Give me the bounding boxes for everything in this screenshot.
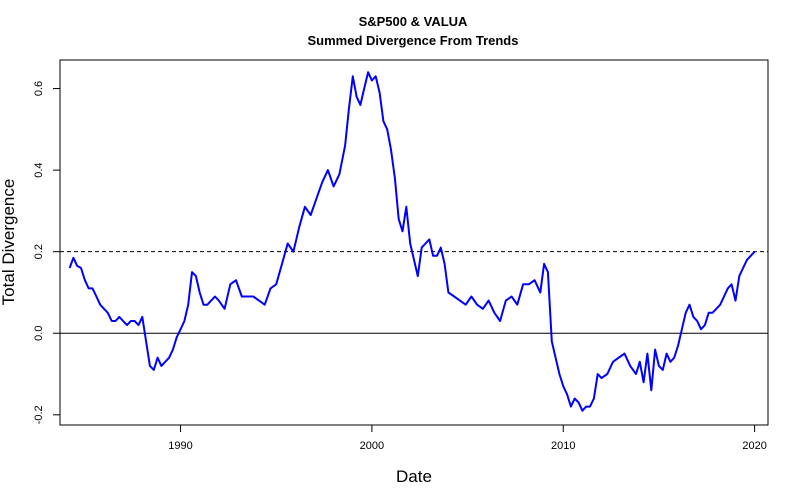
y-tick-label: 0.0 — [33, 326, 45, 341]
x-axis-label: Date — [396, 467, 432, 486]
x-tick-label: 2020 — [742, 440, 766, 452]
y-tick-label: 0.6 — [33, 81, 45, 96]
series-layer — [68, 71, 756, 412]
y-tick-label: 0.4 — [33, 162, 45, 177]
x-tick-label: 1990 — [168, 440, 192, 452]
chart-subtitle: Summed Divergence From Trends — [308, 33, 519, 48]
y-axis: -0.2 0.0 0.2 0.4 0.6 — [33, 81, 60, 424]
x-axis: 1990 2000 2010 2020 — [168, 424, 767, 452]
series-line-0 — [68, 71, 756, 412]
y-axis-label: Total Divergence — [0, 179, 18, 306]
y-tick-label: -0.2 — [33, 405, 45, 424]
chart-title: S&P500 & VALUA — [359, 14, 468, 29]
x-tick-label: 2010 — [551, 440, 575, 452]
y-tick-label: 0.2 — [33, 244, 45, 259]
x-tick-label: 2000 — [360, 440, 384, 452]
